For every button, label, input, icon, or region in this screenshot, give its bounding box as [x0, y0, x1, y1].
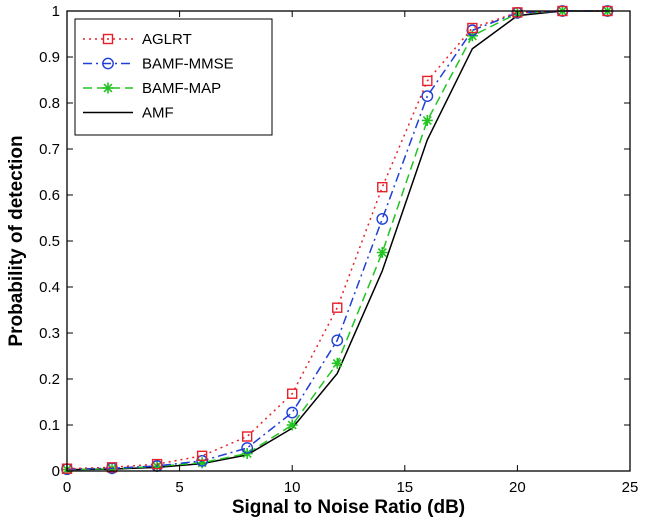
- point-bamf-mmse-marker: [421, 90, 434, 103]
- point-bamf-map-marker: [286, 419, 298, 431]
- x-tick-label: 20: [509, 479, 526, 496]
- y-tick-label: 0.6: [39, 187, 60, 204]
- point-bamf-map-marker: [376, 247, 388, 258]
- legend-item-amf: AMF: [83, 105, 174, 122]
- point-aglrt-marker: [106, 462, 118, 473]
- y-tick-label: 0.8: [39, 95, 60, 112]
- point-aglrt-marker: [332, 302, 343, 313]
- x-tick-label: 10: [284, 479, 301, 496]
- series-line-aglrt: [66, 10, 608, 470]
- point-bamf-map-marker: [331, 357, 343, 369]
- point-bamf-mmse-marker: [376, 213, 389, 225]
- series-aglrt: [61, 5, 613, 474]
- point-bamf-map-marker: [421, 114, 433, 126]
- point-bamf-mmse-marker: [286, 406, 299, 419]
- y-tick-label: 0.9: [39, 49, 60, 66]
- legend-label-bamf-mmse: BAMF-MMSE: [142, 56, 234, 73]
- y-tick-label: 0.5: [39, 233, 60, 250]
- legend-bamf-map-marker: [102, 82, 114, 94]
- axis-layer: 0 5 10 15 20 25 0 0.1 0.2 0.3 0.4 0.5 0.6 0.7 0.8 0.9 1: [39, 3, 638, 496]
- y-tick-label: 0.4: [39, 279, 60, 296]
- legend-item-bamf-map: BAMF-MAP: [83, 80, 221, 97]
- x-axis-label: Signal to Noise Ratio (dB): [232, 497, 465, 518]
- point-bamf-mmse-marker: [241, 442, 254, 454]
- legend-label-bamf-map: BAMF-MAP: [142, 80, 221, 97]
- series-line-bamf-mmse: [66, 10, 608, 470]
- legend-label-aglrt: AGLRT: [142, 31, 192, 48]
- y-tick-label: 0: [52, 463, 60, 480]
- legend-label-amf: AMF: [142, 105, 174, 122]
- y-tick-label: 0.7: [39, 141, 60, 158]
- point-aglrt-marker: [241, 431, 253, 442]
- legend-bamf-mmse-marker: [102, 57, 114, 70]
- x-tick-label: 0: [63, 479, 71, 496]
- y-tick-label: 0.3: [39, 325, 60, 342]
- y-axis-label: Probability of detection: [6, 135, 27, 346]
- legend-aglrt-marker: [102, 33, 114, 45]
- y-tick-label: 1: [52, 3, 60, 20]
- point-bamf-map-marker: [196, 457, 208, 469]
- y-tick-label: 0.2: [39, 371, 60, 388]
- x-tick-label: 5: [175, 479, 183, 496]
- point-aglrt-marker: [287, 388, 298, 399]
- point-aglrt-marker: [151, 458, 163, 470]
- x-tick-label: 25: [622, 479, 639, 496]
- y-tick-label: 0.1: [39, 417, 60, 434]
- legend: AGLRT BAMF-MMSE BAMF-MAP AMF: [74, 18, 273, 136]
- point-bamf-mmse-marker: [331, 334, 344, 347]
- point-aglrt-marker: [467, 22, 478, 34]
- x-tick-label: 15: [396, 479, 413, 496]
- point-aglrt-marker: [377, 181, 388, 193]
- legend-item-aglrt: AGLRT: [83, 31, 192, 48]
- point-aglrt-marker: [196, 450, 208, 462]
- legend-item-bamf-mmse: BAMF-MMSE: [83, 56, 234, 73]
- point-aglrt-marker: [422, 75, 433, 87]
